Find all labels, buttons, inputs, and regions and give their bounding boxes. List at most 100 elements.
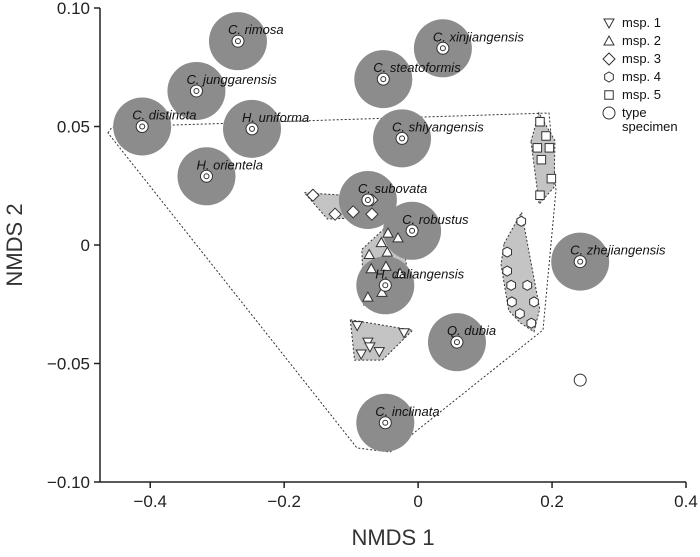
point <box>351 321 364 332</box>
point <box>365 262 378 274</box>
x-tick-label: 0.2 <box>540 492 564 511</box>
point <box>376 72 390 86</box>
point <box>541 131 551 141</box>
point-label: H. uniforma <box>242 110 309 125</box>
point-label: C. junggarensis <box>186 72 277 87</box>
point-center <box>234 38 241 45</box>
point-label: C. shiyangensis <box>392 119 484 134</box>
point <box>380 260 392 271</box>
point <box>544 143 555 153</box>
point <box>395 131 409 145</box>
point <box>364 342 376 353</box>
point <box>375 236 388 248</box>
x-tick-label: −0.4 <box>133 492 167 511</box>
point-label: C. xinjiangensis <box>433 29 525 44</box>
point <box>245 122 259 136</box>
outer-hull <box>107 112 557 453</box>
point <box>231 34 245 48</box>
point <box>355 349 368 361</box>
legend-symbol <box>602 52 616 66</box>
legend-item: msp. 2 <box>602 34 697 52</box>
point-center <box>382 282 389 289</box>
point <box>507 296 517 308</box>
point-label: H. orientela <box>196 157 262 172</box>
point <box>398 328 410 339</box>
y-tick-label: −0.10 <box>47 473 90 492</box>
point <box>536 154 547 165</box>
point-label: C. distincta <box>132 108 196 123</box>
point <box>381 246 394 257</box>
x-tick-label: −0.2 <box>267 492 301 511</box>
point <box>392 231 404 243</box>
legend-marker <box>604 71 614 83</box>
legend-marker <box>603 18 615 30</box>
point <box>405 224 419 238</box>
point <box>378 278 392 292</box>
legend-marker <box>602 52 616 66</box>
point-center <box>409 227 416 234</box>
point-center <box>453 339 460 346</box>
legend-label: msp. 4 <box>622 69 662 84</box>
point <box>516 215 527 227</box>
y-tick-label: 0 <box>81 236 90 255</box>
point <box>532 143 543 153</box>
y-tick-label: −0.05 <box>47 355 90 374</box>
legend-item: msp. 1 <box>602 16 697 34</box>
point <box>450 335 464 349</box>
point <box>515 308 525 320</box>
point-center <box>577 258 584 265</box>
legend-item: msp. 5 <box>602 88 697 106</box>
point <box>135 120 149 133</box>
point <box>365 207 379 221</box>
point-center <box>399 135 406 142</box>
x-tick-label: 0 <box>413 492 422 511</box>
point <box>382 227 394 238</box>
point-label: C. inclinata <box>375 404 439 419</box>
point <box>306 188 320 202</box>
legend-label: msp. 3 <box>622 51 662 66</box>
point <box>526 317 537 329</box>
point <box>502 246 513 258</box>
point-center <box>193 87 200 94</box>
point <box>394 267 406 278</box>
point-center <box>382 419 389 426</box>
point-center <box>439 45 446 52</box>
point <box>373 347 386 358</box>
y-tick-label: 0.05 <box>57 118 90 137</box>
point <box>522 279 533 291</box>
point-label: H. daliangensis <box>375 266 464 281</box>
point <box>378 416 392 430</box>
point <box>502 265 513 277</box>
legend-symbol <box>604 71 614 83</box>
legend-label: type specimen <box>622 105 678 134</box>
legend-symbol <box>603 34 615 46</box>
point <box>328 207 342 221</box>
point <box>361 193 375 207</box>
legend-item: type specimen <box>602 106 697 134</box>
point-label: C. rimosa <box>228 22 284 37</box>
point-label: C. zhejiangensis <box>570 243 666 258</box>
point <box>436 41 450 55</box>
legend-label: msp. 1 <box>622 15 662 30</box>
legend: msp. 1 msp. 2 msp. 3 msp. 4 msp. 5 type speci… <box>602 16 697 134</box>
x-tick-label: 0.4 <box>674 492 698 511</box>
legend-item: msp. 3 <box>602 52 697 70</box>
legend-symbol <box>603 18 615 30</box>
point-center <box>203 173 210 180</box>
legend-label: msp. 5 <box>622 87 662 102</box>
point <box>535 117 545 127</box>
legend-symbol <box>604 90 614 100</box>
point <box>346 205 360 219</box>
x-axis-title: NMDS 1 <box>351 525 434 550</box>
point <box>573 255 587 269</box>
y-axis-title: NMDS 2 <box>2 203 27 286</box>
point <box>573 373 587 387</box>
legend-marker <box>602 106 616 120</box>
point <box>529 296 539 308</box>
point-label: C. robustus <box>402 212 469 227</box>
y-tick-label: 0.10 <box>57 0 90 18</box>
point <box>546 173 557 184</box>
legend-marker <box>604 90 614 100</box>
legend-symbol <box>602 106 616 120</box>
